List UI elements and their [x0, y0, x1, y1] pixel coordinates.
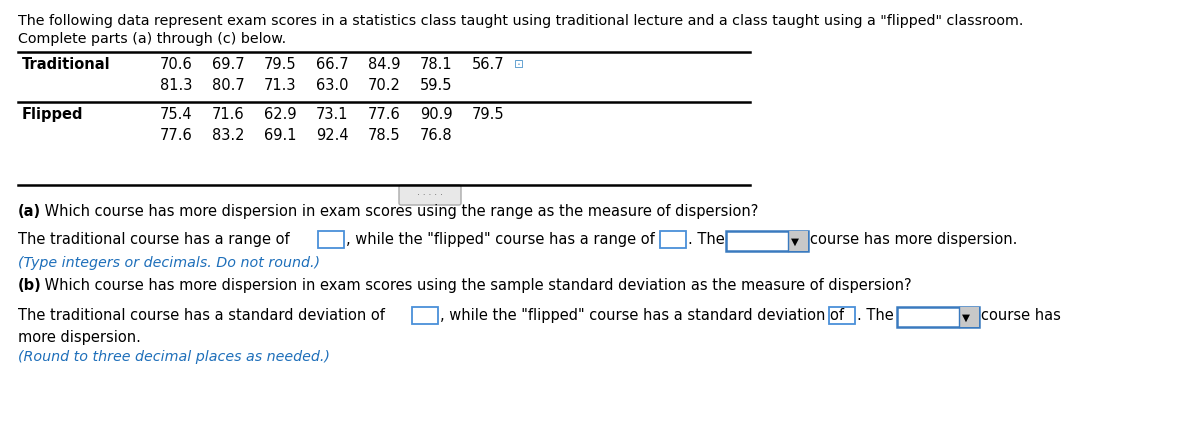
Text: 71.3: 71.3 — [264, 78, 296, 93]
Text: 77.6: 77.6 — [160, 128, 193, 143]
Text: 79.5: 79.5 — [472, 107, 505, 122]
Text: 75.4: 75.4 — [160, 107, 193, 122]
Text: ▼: ▼ — [962, 313, 970, 323]
Text: ⊡: ⊡ — [514, 58, 524, 71]
Text: (b): (b) — [18, 278, 42, 293]
Bar — [660, 231, 686, 248]
Text: 70.2: 70.2 — [368, 78, 401, 93]
Text: 69.1: 69.1 — [264, 128, 296, 143]
Text: 70.6: 70.6 — [160, 57, 193, 72]
Bar — [898, 307, 979, 327]
Text: 77.6: 77.6 — [368, 107, 401, 122]
Text: , while the "flipped" course has a standard deviation of: , while the "flipped" course has a stand… — [440, 308, 844, 323]
Text: 56.7: 56.7 — [472, 57, 505, 72]
Text: ▼: ▼ — [791, 237, 799, 247]
Text: 90.9: 90.9 — [420, 107, 452, 122]
Text: 71.6: 71.6 — [212, 107, 245, 122]
Text: 76.8: 76.8 — [420, 128, 452, 143]
Text: 83.2: 83.2 — [212, 128, 245, 143]
Text: (Type integers or decimals. Do not round.): (Type integers or decimals. Do not round… — [18, 256, 320, 270]
Text: 73.1: 73.1 — [316, 107, 348, 122]
Text: Complete parts (a) through (c) below.: Complete parts (a) through (c) below. — [18, 32, 286, 46]
Text: 79.5: 79.5 — [264, 57, 296, 72]
Bar — [726, 231, 808, 251]
Text: 92.4: 92.4 — [316, 128, 349, 143]
Text: . The: . The — [688, 232, 725, 247]
Text: · · · · ·: · · · · · — [418, 190, 443, 199]
Text: (Round to three decimal places as needed.): (Round to three decimal places as needed… — [18, 350, 330, 364]
Text: course has more dispersion.: course has more dispersion. — [810, 232, 1018, 247]
Text: 63.0: 63.0 — [316, 78, 348, 93]
FancyBboxPatch shape — [398, 185, 461, 205]
Text: Which course has more dispersion in exam scores using the range as the measure o: Which course has more dispersion in exam… — [40, 204, 758, 219]
Text: (a): (a) — [18, 204, 41, 219]
Text: 84.9: 84.9 — [368, 57, 401, 72]
Text: Flipped: Flipped — [22, 107, 84, 122]
Bar — [788, 231, 808, 251]
Bar — [412, 307, 438, 324]
Text: 80.7: 80.7 — [212, 78, 245, 93]
Text: . The: . The — [857, 308, 894, 323]
Text: 62.9: 62.9 — [264, 107, 296, 122]
Text: 81.3: 81.3 — [160, 78, 192, 93]
Text: more dispersion.: more dispersion. — [18, 330, 140, 345]
Text: The traditional course has a standard deviation of: The traditional course has a standard de… — [18, 308, 385, 323]
Text: 78.1: 78.1 — [420, 57, 452, 72]
Bar — [959, 307, 979, 327]
Text: Traditional: Traditional — [22, 57, 110, 72]
Text: The following data represent exam scores in a statistics class taught using trad: The following data represent exam scores… — [18, 14, 1024, 28]
Text: 66.7: 66.7 — [316, 57, 349, 72]
Text: 59.5: 59.5 — [420, 78, 452, 93]
Text: course has: course has — [982, 308, 1061, 323]
Text: Which course has more dispersion in exam scores using the sample standard deviat: Which course has more dispersion in exam… — [40, 278, 912, 293]
Bar — [318, 231, 344, 248]
Bar — [829, 307, 854, 324]
Text: 78.5: 78.5 — [368, 128, 401, 143]
Text: 69.7: 69.7 — [212, 57, 245, 72]
Text: , while the "flipped" course has a range of: , while the "flipped" course has a range… — [346, 232, 655, 247]
Text: The traditional course has a range of: The traditional course has a range of — [18, 232, 289, 247]
